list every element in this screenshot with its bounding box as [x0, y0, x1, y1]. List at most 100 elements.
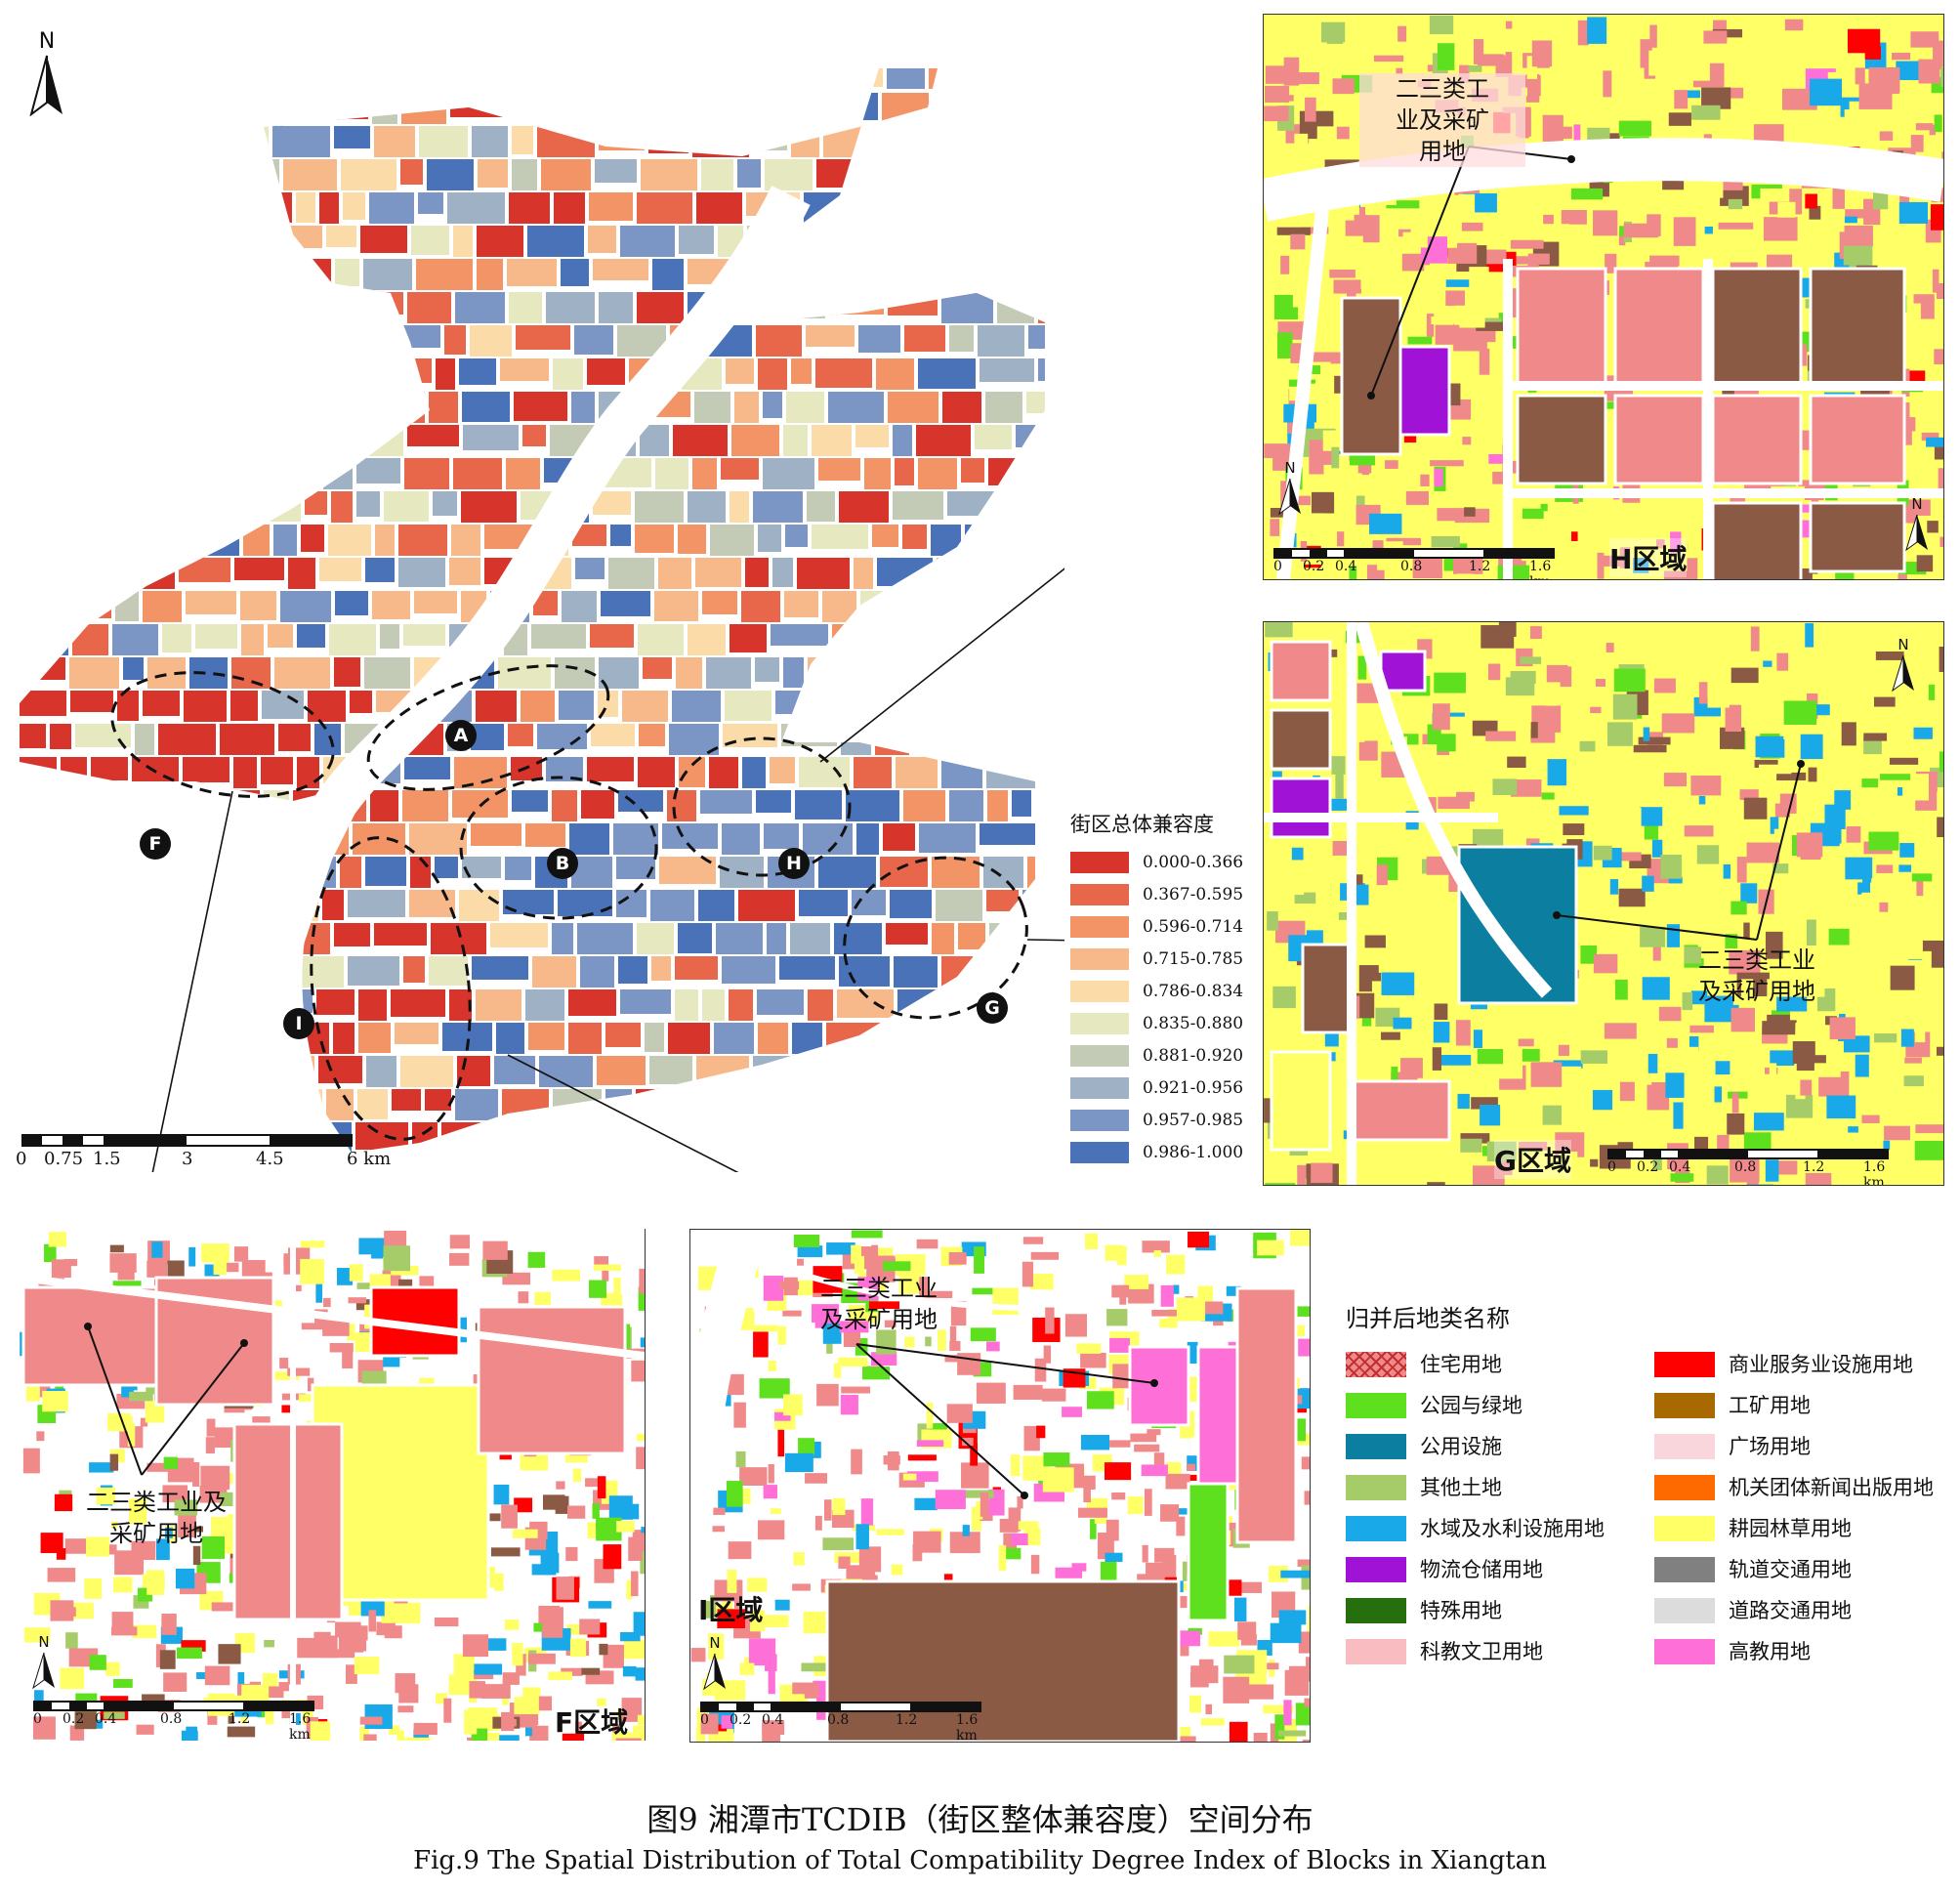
city-block: [950, 655, 978, 695]
landuse-patch: [404, 1737, 431, 1741]
inset-scale-label: 1.2: [1803, 1159, 1825, 1175]
landuse-patch: [1915, 1124, 1943, 1134]
landuse-patch: [1910, 135, 1924, 152]
landuse-patch: [1805, 193, 1817, 209]
landuse-patch: [490, 1547, 521, 1557]
landuse-patch: [1618, 120, 1651, 137]
city-block: [68, 689, 115, 714]
city-block: [193, 622, 239, 651]
landuse-patch: [356, 1597, 364, 1616]
landuse-patch: [633, 1725, 645, 1741]
city-block: [872, 190, 900, 218]
landuse-patch: [1653, 678, 1676, 694]
inset-h-north-2: N: [1902, 495, 1932, 556]
city-block: [317, 556, 363, 583]
landuse-patch: [914, 1497, 938, 1511]
city-block: [521, 423, 548, 448]
landuse-patch: [1335, 772, 1344, 799]
city-block: [316, 1054, 364, 1085]
landuse-patch: [413, 1722, 438, 1736]
landuse-patch: [512, 1529, 538, 1538]
landuse-patch: [640, 1551, 645, 1575]
landuse-patch: [1900, 1029, 1914, 1047]
landuse-patch: [985, 1341, 1000, 1352]
landuse-patch: [1360, 270, 1387, 290]
landuse-patch: [1835, 568, 1855, 579]
landuse-patch: [1435, 324, 1460, 345]
landuse-patch: [1779, 694, 1806, 701]
city-block: [276, 722, 313, 753]
inset-f-map: [20, 1229, 645, 1741]
landuse-patch: [637, 1714, 645, 1725]
landuse-patch: [712, 1526, 725, 1533]
city-block: [409, 1155, 463, 1172]
landuse-patch: [1473, 1030, 1483, 1048]
landuse-patch: [383, 1245, 411, 1272]
city-block: [20, 722, 48, 750]
landuse-patch: [1043, 1452, 1070, 1467]
city-block: [42, 589, 81, 628]
landuse-patch: [323, 1297, 331, 1308]
landuse-patch: [782, 1310, 802, 1317]
landuse-patch: [50, 1600, 74, 1621]
city-block: [20, 523, 70, 561]
callout-leader: [855, 1343, 1025, 1496]
city-block: [804, 323, 856, 349]
landuse-patch: [1921, 432, 1939, 441]
landuse-patch: [531, 1564, 557, 1576]
landuse-patch: [1880, 774, 1911, 780]
city-block: [173, 954, 200, 998]
landuse-patch: [1875, 651, 1904, 660]
city-block: [856, 323, 902, 355]
landuse-patch: [60, 1667, 85, 1690]
landuse-patch: [1434, 672, 1466, 694]
landuse-patch: [443, 1698, 452, 1723]
landuse-patch: [1077, 1507, 1107, 1518]
city-block: [777, 954, 837, 982]
landuse-parcel: [1270, 708, 1332, 771]
landuse-patch: [1689, 1025, 1714, 1033]
north-arrow-icon: [703, 1653, 726, 1691]
city-block: [346, 888, 407, 919]
landuse-patch: [961, 1462, 989, 1489]
city-block: [406, 68, 468, 91]
inset-scale-label: 0.4: [95, 1711, 117, 1727]
city-block: [449, 523, 482, 559]
landuse-patch: [1597, 552, 1605, 579]
landuse-patch: [1804, 972, 1825, 997]
inset-g-scale: 0 0.2 0.4 0.8 1.2 1.6 km: [1607, 1146, 1900, 1185]
landuse-patch: [1826, 1095, 1856, 1119]
landuse-patch: [1510, 239, 1544, 249]
landuse-patch: [1457, 449, 1488, 462]
city-block: [158, 489, 199, 532]
landuse-patch: [763, 1276, 784, 1301]
landuse-patch: [1105, 1552, 1123, 1562]
city-block: [43, 622, 70, 658]
landuse-patch: [1247, 1684, 1274, 1700]
landuse-patch: [1331, 756, 1346, 775]
landuse-patch: [1391, 1067, 1398, 1089]
city-block: [332, 655, 362, 689]
city-block: [530, 954, 578, 989]
landuse-patch: [1153, 1452, 1165, 1473]
compatibility-legend: 街区总体兼容度 0.000-0.366 0.367-0.595 0.596-0.71…: [1066, 809, 1262, 1170]
inset-i-map: [690, 1230, 1310, 1742]
city-block: [354, 489, 382, 519]
city-block: [229, 68, 274, 92]
city-block: [160, 622, 193, 654]
landuse-parcel: [1379, 650, 1427, 693]
landuse-patch: [1765, 931, 1783, 959]
landuse-patch: [1106, 1309, 1128, 1326]
city-block: [259, 755, 295, 786]
city-block: [975, 124, 1001, 152]
landuse-patch: [1612, 694, 1638, 720]
leader-g: [1026, 939, 1263, 945]
city-block: [300, 68, 327, 91]
inset-scale-label: 0: [33, 1711, 42, 1727]
landuse-patch: [1426, 314, 1435, 337]
landuse-patch: [1861, 778, 1879, 788]
inset-g-north: N: [1889, 636, 1918, 696]
city-block: [401, 622, 447, 648]
city-block: [423, 1087, 453, 1113]
landuse-patch: [1064, 1314, 1088, 1337]
